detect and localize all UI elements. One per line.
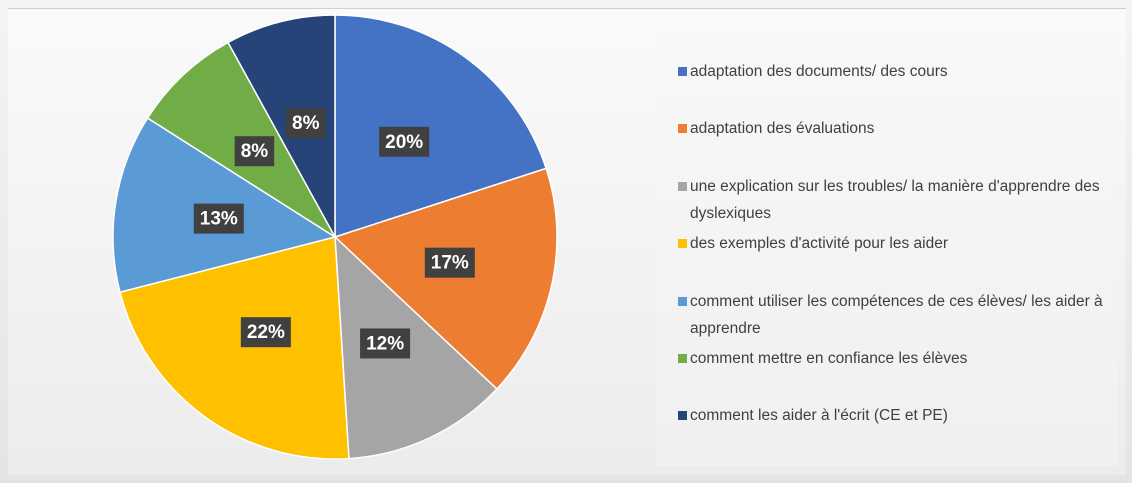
data-label: 12%: [360, 328, 411, 359]
legend-label: adaptation des documents/ des cours: [690, 63, 948, 80]
legend-item: adaptation des évaluations: [678, 115, 1110, 142]
data-label-box: [360, 328, 411, 359]
data-label-text: 8%: [241, 141, 269, 162]
legend-swatch: [678, 411, 687, 421]
pie-slice: [119, 236, 350, 460]
data-label-text: 22%: [247, 322, 285, 343]
data-label-text: 8%: [292, 113, 320, 134]
data-label-box: [234, 136, 275, 167]
legend: adaptation des documents/ des cours adapt…: [656, 30, 1118, 466]
pie-slice: [333, 167, 558, 391]
legend-swatch: [678, 239, 687, 249]
data-label: 20%: [379, 126, 430, 157]
legend-label: comment mettre en confiance les élèves: [690, 350, 968, 367]
data-label: 22%: [240, 317, 291, 348]
legend-swatch: [678, 124, 687, 134]
data-label-text: 17%: [431, 253, 469, 274]
legend-item: une explication sur les troubles/ la man…: [678, 173, 1110, 227]
pie-slice: [334, 235, 498, 460]
legend-item: adaptation des documents/ des cours: [678, 58, 1110, 85]
legend-label: comment utiliser les compétences de ces …: [690, 292, 1103, 337]
data-label: 8%: [286, 108, 326, 139]
data-label-box: [424, 247, 475, 278]
data-label-text: 20%: [385, 132, 423, 153]
legend-label: des exemples d'activité pour les aider: [690, 235, 948, 253]
legend-label: une explication sur les troubles/ la man…: [690, 177, 1100, 222]
legend-item: des exemples d'activité pour les aider: [678, 230, 1110, 257]
data-label-text: 12%: [366, 333, 404, 354]
data-label-box: [240, 317, 291, 348]
legend-label: adaptation des évaluations: [690, 120, 875, 138]
legend-swatch: [678, 296, 687, 306]
data-label-text: 13%: [200, 209, 238, 230]
data-label-box: [379, 126, 430, 157]
legend-label: comment les aider à l'écrit (CE et PE): [690, 407, 948, 425]
data-label: 8%: [234, 136, 275, 167]
legend-swatch: [678, 354, 687, 363]
data-label-box: [286, 108, 326, 139]
legend-swatch: [678, 67, 687, 76]
data-label-box: [193, 203, 244, 234]
legend-item: comment mettre en confiance les élèves: [678, 345, 1110, 372]
data-label: 17%: [424, 247, 475, 278]
pie-slice: [227, 14, 336, 238]
data-label: 13%: [193, 203, 244, 234]
legend-item: comment utiliser les compétences de ces …: [678, 288, 1110, 342]
legend-swatch: [678, 181, 687, 191]
pie-slice: [334, 14, 548, 239]
legend-item: comment les aider à l'écrit (CE et PE): [678, 402, 1110, 429]
